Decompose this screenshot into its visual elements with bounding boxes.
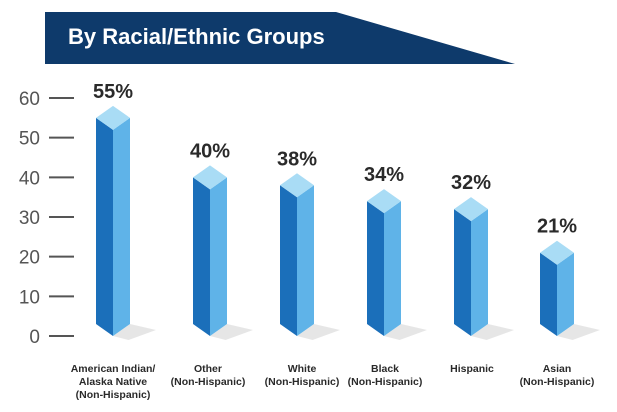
category-label: White (Non-Hispanic) bbox=[265, 363, 340, 388]
bar-shadow bbox=[113, 324, 156, 340]
bar-front-face bbox=[96, 117, 113, 336]
bar-top-face bbox=[454, 197, 488, 222]
bar-front-face bbox=[280, 185, 297, 336]
y-tick-label: 50 bbox=[19, 129, 40, 150]
bar-top-face bbox=[96, 105, 130, 130]
bar: 32% bbox=[451, 172, 514, 340]
banner-shape bbox=[45, 12, 515, 64]
bar-shadow bbox=[297, 324, 340, 340]
bar-top-face bbox=[540, 240, 574, 265]
y-tick-label: 40 bbox=[19, 168, 40, 189]
bar-value-label: 34% bbox=[364, 164, 404, 186]
bar-side-face bbox=[210, 177, 227, 336]
category-label: Hispanic bbox=[450, 363, 494, 375]
y-tick-label: 60 bbox=[19, 89, 40, 110]
bar-shadow bbox=[557, 324, 600, 340]
bar-front-face bbox=[193, 177, 210, 336]
bar-front-face bbox=[540, 252, 557, 336]
bar-value-label: 38% bbox=[277, 148, 317, 170]
bar-top-face bbox=[193, 165, 227, 190]
bar-top-face bbox=[367, 189, 401, 214]
bar: 40% bbox=[190, 140, 253, 340]
bar-shadow bbox=[210, 324, 253, 340]
y-axis: 0 10 20 30 40 50 60 bbox=[19, 89, 74, 348]
bar: 34% bbox=[364, 164, 427, 340]
bar-front-face bbox=[454, 209, 471, 336]
bar-side-face bbox=[557, 252, 574, 336]
bar-side-face bbox=[113, 117, 130, 336]
bar: 38% bbox=[277, 148, 340, 340]
bar-top-face bbox=[280, 173, 314, 198]
bar: 21% bbox=[537, 216, 600, 340]
title-banner: By Racial/Ethnic Groups bbox=[0, 0, 617, 70]
bar: 55% bbox=[93, 81, 156, 340]
category-label: American Indian/Alaska Native (Non-Hispan… bbox=[71, 363, 156, 401]
category-label: Asian (Non-Hispanic) bbox=[520, 363, 595, 388]
bar-value-label: 40% bbox=[190, 140, 230, 162]
bar-value-label: 32% bbox=[451, 172, 491, 194]
bar-shadow bbox=[471, 324, 514, 340]
category-labels: American Indian/Alaska Native (Non-Hispan… bbox=[71, 363, 595, 401]
y-tick-label: 30 bbox=[19, 208, 40, 229]
bar-shadow bbox=[384, 324, 427, 340]
bar-side-face bbox=[297, 185, 314, 336]
bars: 55% 40% 38% 34% 32% 21% bbox=[93, 81, 600, 340]
y-tick-label: 10 bbox=[19, 287, 40, 308]
y-tick-label: 0 bbox=[29, 327, 40, 348]
category-label: Black (Non-Hispanic) bbox=[348, 363, 423, 388]
bar-side-face bbox=[471, 209, 488, 336]
y-tick-label: 20 bbox=[19, 248, 40, 269]
bar-value-label: 21% bbox=[537, 216, 577, 238]
bar-front-face bbox=[367, 201, 384, 336]
bar-side-face bbox=[384, 201, 401, 336]
bar-value-label: 55% bbox=[93, 81, 133, 103]
category-label: Other (Non-Hispanic) bbox=[171, 363, 246, 388]
chart-title: By Racial/Ethnic Groups bbox=[68, 24, 325, 49]
